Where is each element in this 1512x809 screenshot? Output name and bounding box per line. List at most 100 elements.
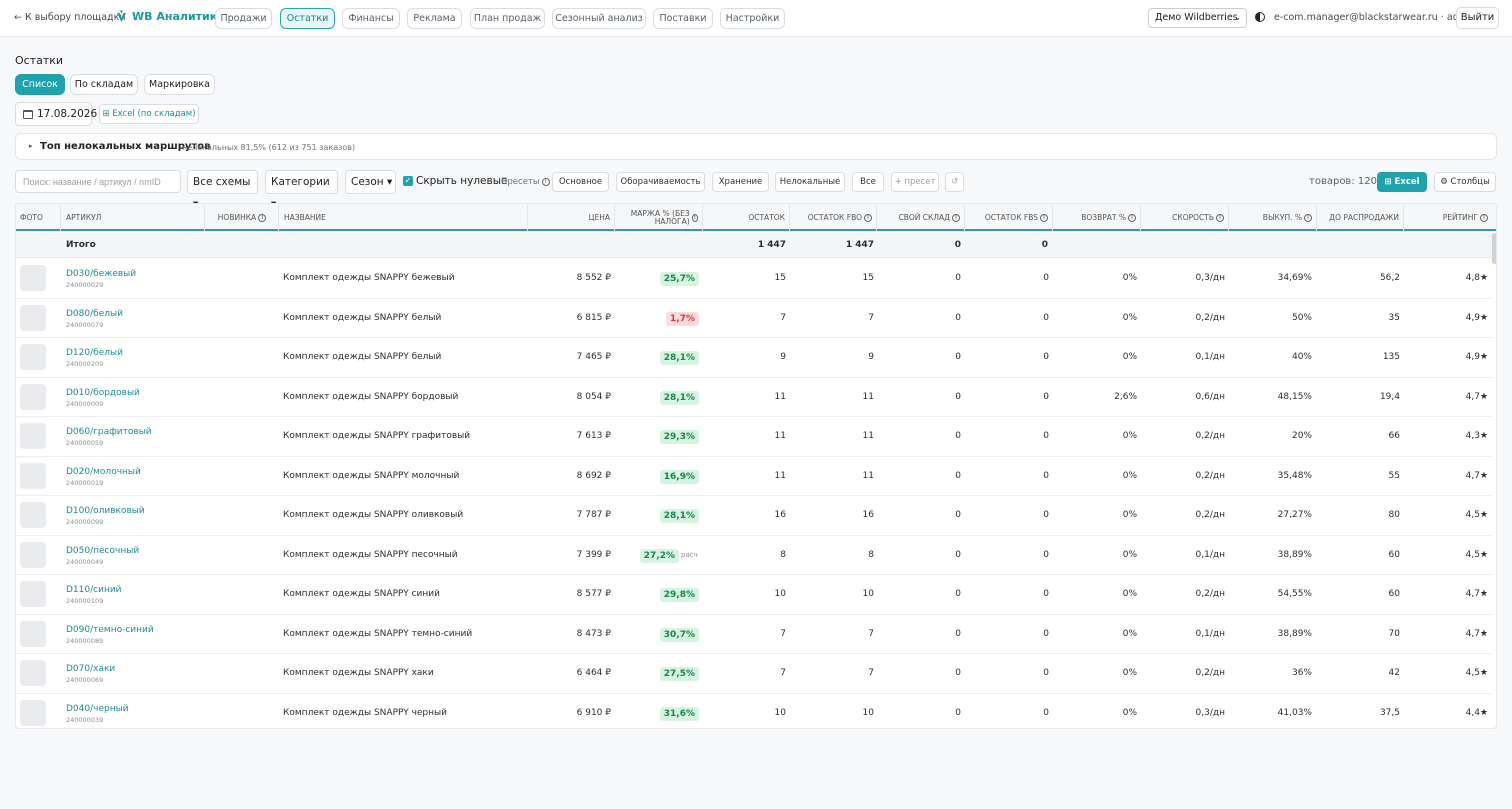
table-row[interactable]: D110/синий 240000109 Комплект одежды SNAPP… [16, 575, 1492, 615]
product-photo[interactable] [20, 423, 46, 449]
info-icon: i [1216, 213, 1224, 222]
table-scrollbar[interactable] [1492, 231, 1496, 728]
article-link[interactable]: D040/черный [66, 703, 129, 714]
col-photo[interactable]: Фото [16, 204, 61, 231]
add-preset-button[interactable]: + пресет [891, 172, 939, 192]
product-photo[interactable] [20, 660, 46, 686]
nav-stock[interactable]: Остатки [280, 8, 335, 29]
app-logo[interactable]: WB Аналитика [116, 10, 225, 23]
preset-storage-button[interactable]: Хранение [712, 172, 769, 192]
col-margin[interactable]: Маржа % (без налога) i [616, 204, 703, 231]
margin-badge: 16,9% [659, 469, 699, 484]
season-dropdown[interactable]: Сезон ▾ [345, 170, 396, 194]
nav-seasonal-analysis[interactable]: Сезонный анализ [552, 8, 646, 29]
product-photo[interactable] [20, 581, 46, 607]
nav-supplies[interactable]: Поставки [653, 8, 713, 29]
preset-all-button[interactable]: Все [852, 172, 884, 192]
cell-rating: 4,7★ [1465, 628, 1488, 639]
tab-by-warehouse[interactable]: По складам [70, 74, 138, 95]
product-name: Комплект одежды SNAPPY молочный [283, 470, 460, 481]
cell-rating: 4,5★ [1465, 549, 1488, 560]
table-row[interactable]: D030/бежевый 240000029 Комплект одежды SNA… [16, 259, 1492, 299]
tab-list[interactable]: Список [15, 74, 65, 95]
preset-nonlocal-button[interactable]: Нелокальные [775, 172, 845, 192]
categories-dropdown[interactable]: Категории ▾ [265, 170, 338, 210]
total-row: Итого 1 447 1 447 0 0 [16, 233, 1496, 258]
product-photo[interactable] [20, 462, 46, 489]
product-photo[interactable] [20, 620, 46, 647]
article-link[interactable]: D030/бежевый [66, 269, 137, 279]
col-stock[interactable]: Остаток [704, 204, 790, 231]
product-photo[interactable] [20, 265, 46, 291]
table-row[interactable]: D010/бордовый 240000009 Комплект одежды SN… [16, 378, 1492, 417]
nav-settings[interactable]: Настройки [720, 8, 785, 29]
nav-finance[interactable]: Финансы [342, 8, 400, 29]
total-stock: 1 447 [757, 240, 786, 250]
account-select[interactable]: Демо Wildberries ⌄ [1148, 8, 1247, 28]
col-own-warehouse[interactable]: Свой склад i [878, 204, 965, 231]
article-link[interactable]: D070/хаки [66, 664, 116, 674]
columns-button[interactable]: ⚙ Столбцы [1434, 172, 1496, 192]
date-picker[interactable]: 17.08.2026 [15, 102, 97, 126]
nav-sales-plan[interactable]: План продаж [470, 8, 545, 29]
product-photo[interactable] [20, 502, 46, 528]
table-row[interactable]: D020/молочный 240000019 Комплект одежды SN… [16, 457, 1492, 496]
cell-stock-fbo: 9 [868, 352, 874, 362]
col-to-sale[interactable]: До распродажи [1318, 204, 1404, 231]
product-photo[interactable] [20, 699, 46, 726]
reset-icon[interactable]: ↺ [945, 172, 964, 192]
table-row[interactable]: D090/темно-синий 240000089 Комплект одежды… [16, 615, 1492, 654]
product-photo[interactable] [20, 541, 46, 568]
scrollbar-thumb[interactable] [1492, 233, 1496, 264]
col-price[interactable]: Цена [528, 204, 615, 231]
col-speed[interactable]: Скорость i [1142, 204, 1229, 231]
nav-sales[interactable]: Продажи [215, 8, 272, 29]
back-to-platforms-link[interactable]: ← К выбору площадки [14, 12, 126, 23]
table-row[interactable]: D080/белый 240000079 Комплект одежды SNAPP… [16, 299, 1492, 338]
product-photo[interactable] [20, 304, 46, 331]
article-link[interactable]: D020/молочный [66, 466, 141, 477]
col-return[interactable]: Возврат % i [1054, 204, 1141, 231]
table-row[interactable]: D070/хаки 240000069 Комплект одежды SNAPPY… [16, 654, 1492, 694]
preset-turnover-button[interactable]: Оборачиваемость [616, 172, 705, 192]
article-link[interactable]: D060/графитовый [66, 427, 152, 437]
tab-marking[interactable]: Маркировка [144, 74, 215, 95]
table-row[interactable]: D050/песочный 240000049 Комплект одежды SN… [16, 536, 1492, 575]
table-row[interactable]: D040/черный 240000039 Комплект одежды SNAP… [16, 694, 1492, 729]
col-stock-fbs[interactable]: Остаток FBS i [966, 204, 1053, 231]
col-rating[interactable]: Рейтинг i [1405, 204, 1492, 231]
col-novelty[interactable]: Новинка i [206, 204, 279, 231]
top-bar: ← К выбору площадки WB Аналитика Продажи… [0, 0, 1512, 37]
nonlocal-routes-panel[interactable]: ▸ Топ нелокальных маршрутов нелокальных … [15, 133, 1497, 160]
preset-main-button[interactable]: Основное [552, 172, 609, 192]
hide-zero-checkbox[interactable]: ✓ [403, 176, 413, 186]
article-link[interactable]: D110/синий [66, 585, 122, 595]
schemes-dropdown[interactable]: Все схемы ▾ [187, 170, 258, 210]
product-photo[interactable] [20, 344, 46, 370]
article-link[interactable]: D080/белый [66, 308, 123, 319]
excel-export-button[interactable]: ⊞ Excel [1377, 172, 1427, 192]
search-input[interactable] [15, 170, 181, 193]
margin-badge: 28,1% [659, 390, 699, 405]
table-row[interactable]: D060/графитовый 240000059 Комплект одежды … [16, 417, 1492, 457]
hide-zero-label[interactable]: Скрыть нулевые [416, 175, 508, 187]
col-stock-fbo[interactable]: Остаток FBO i [791, 204, 877, 231]
article-link[interactable]: D090/темно-синий [66, 624, 154, 635]
cell-return: 0% [1122, 549, 1137, 560]
cell-own-warehouse: 0 [955, 470, 961, 481]
product-photo[interactable] [20, 383, 46, 410]
cell-speed: 0,3/дн [1195, 273, 1225, 283]
article-link[interactable]: D120/белый [66, 348, 123, 358]
article-link[interactable]: D050/песочный [66, 545, 140, 556]
excel-by-warehouse-button[interactable]: ⊞ Excel (по складам) [99, 104, 199, 124]
col-article[interactable]: Артикул [62, 204, 205, 231]
logout-button[interactable]: Выйти [1456, 7, 1499, 29]
col-name[interactable]: Название [280, 204, 528, 231]
table-row[interactable]: D100/оливковый 240000099 Комплект одежды S… [16, 496, 1492, 536]
article-link[interactable]: D100/оливковый [66, 506, 145, 516]
col-buyout[interactable]: Выкуп. % i [1230, 204, 1317, 231]
article-link[interactable]: D010/бордовый [66, 387, 140, 398]
nav-ads[interactable]: Реклама [407, 8, 462, 29]
table-row[interactable]: D120/белый 240000209 Комплект одежды SNAPP… [16, 338, 1492, 378]
theme-toggle-icon[interactable] [1255, 12, 1265, 22]
